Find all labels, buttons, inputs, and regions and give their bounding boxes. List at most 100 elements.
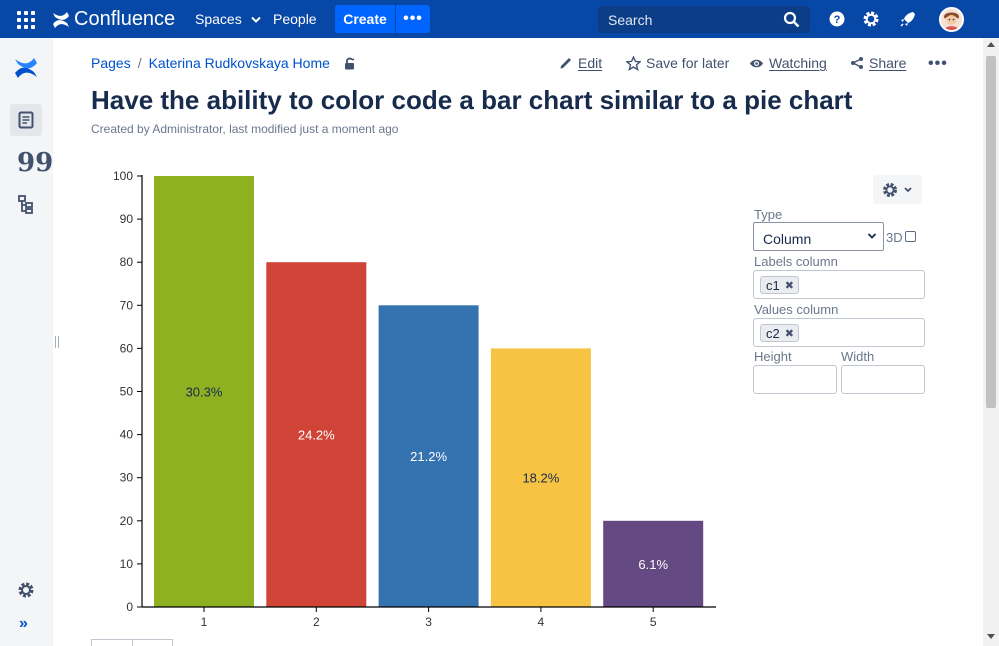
spaces-menu[interactable]: Spaces <box>195 11 261 27</box>
apps-grid-icon[interactable] <box>17 11 35 29</box>
save-for-later-label: Save for later <box>646 55 730 71</box>
labels-column-tag-text: c1 <box>766 277 780 293</box>
chart-bar <box>154 176 254 607</box>
y-tick-label: 40 <box>120 428 134 442</box>
y-tick-label: 100 <box>113 169 133 183</box>
svg-text:?: ? <box>834 14 841 26</box>
bar-data-label: 18.2% <box>522 471 559 486</box>
confluence-space-icon[interactable] <box>14 56 38 80</box>
remove-tag-icon[interactable]: ✖ <box>784 279 794 292</box>
bar-data-label: 24.2% <box>298 428 335 443</box>
y-tick-label: 50 <box>120 385 134 399</box>
search-placeholder: Search <box>608 11 653 28</box>
pencil-icon <box>560 58 571 69</box>
values-column-tag: c2 ✖ <box>760 324 799 342</box>
x-tick-label: 4 <box>538 615 545 629</box>
settings-icon[interactable] <box>862 10 880 28</box>
y-tick-label: 60 <box>120 341 134 355</box>
y-tick-label: 20 <box>120 514 134 528</box>
blog-quote-icon[interactable]: 99 <box>17 148 54 178</box>
chevron-down-icon <box>867 233 877 239</box>
x-tick-label: 2 <box>313 615 320 629</box>
y-tick-label: 30 <box>120 471 134 485</box>
spaces-label: Spaces <box>195 11 242 27</box>
save-for-later-button[interactable]: Save for later <box>626 55 729 71</box>
type-label: Type <box>754 207 783 222</box>
bar-data-label: 6.1% <box>638 557 668 572</box>
unlock-icon[interactable] <box>344 57 356 70</box>
remove-tag-icon[interactable]: ✖ <box>784 327 794 340</box>
scroll-up-arrow-icon[interactable] <box>987 42 995 47</box>
height-label: Height <box>754 349 792 364</box>
width-input[interactable] <box>841 365 925 394</box>
edit-label: Edit <box>578 55 603 71</box>
gear-icon <box>883 182 897 197</box>
help-icon[interactable]: ? <box>828 10 846 28</box>
left-sidebar: 99 » <box>0 38 53 646</box>
breadcrumb-pages[interactable]: Pages <box>91 55 131 71</box>
width-label: Width <box>841 349 875 364</box>
bar-data-label: 21.2% <box>410 449 447 464</box>
scroll-down-arrow-icon[interactable] <box>987 634 995 639</box>
confluence-logo[interactable]: Confluence <box>52 8 175 31</box>
y-tick-label: 0 <box>126 600 133 614</box>
share-icon <box>851 57 863 69</box>
chart-bar <box>378 305 479 607</box>
page-tree-icon[interactable] <box>18 195 34 215</box>
height-input[interactable] <box>753 365 837 394</box>
share-label: Share <box>869 55 907 71</box>
watching-button[interactable]: Watching <box>749 55 827 71</box>
expand-sidebar-button[interactable]: » <box>19 615 28 632</box>
breadcrumb-home[interactable]: Katerina Rudkovskaya Home <box>148 55 330 71</box>
x-tick-label: 5 <box>650 615 657 629</box>
y-tick-label: 70 <box>120 298 134 312</box>
create-more-button[interactable]: ••• <box>396 5 430 33</box>
y-tick-label: 80 <box>120 255 134 269</box>
pages-nav-button[interactable] <box>10 104 42 136</box>
brand-name: Confluence <box>74 8 176 30</box>
chart-type-value: Column <box>763 231 812 247</box>
labels-column-tag: c1 ✖ <box>760 276 799 294</box>
search-icon <box>783 11 800 28</box>
chevron-down-icon <box>904 186 912 192</box>
page-scrollbar[interactable] <box>983 38 999 646</box>
scroll-thumb[interactable] <box>986 56 996 408</box>
threed-checkbox[interactable] <box>905 231 916 242</box>
chevron-down-icon <box>250 16 261 23</box>
values-column-label: Values column <box>754 302 839 317</box>
labels-column-label: Labels column <box>754 254 838 269</box>
search-input[interactable]: Search <box>598 6 810 33</box>
eye-icon <box>750 59 763 67</box>
watching-label: Watching <box>769 55 827 71</box>
notifications-icon[interactable] <box>899 10 917 28</box>
space-settings-icon[interactable] <box>17 581 35 599</box>
chart-settings-button[interactable] <box>873 175 922 204</box>
star-icon <box>626 55 641 71</box>
page-title: Have the ability to color code a bar cha… <box>91 85 853 115</box>
x-tick-label: 3 <box>425 615 432 629</box>
breadcrumb-separator: / <box>137 55 142 71</box>
page-icon <box>18 111 34 129</box>
page-more-actions-button[interactable]: ••• <box>928 55 948 72</box>
y-tick-label: 10 <box>120 557 134 571</box>
avatar-face-icon <box>941 9 962 30</box>
bar-data-label: 30.3% <box>186 385 223 400</box>
people-link[interactable]: People <box>273 11 317 27</box>
threed-label: 3D <box>886 230 903 245</box>
chart-bar <box>603 520 704 607</box>
sidebar-resize-handle[interactable] <box>55 336 59 348</box>
edit-button[interactable]: Edit <box>559 55 602 71</box>
confluence-logo-icon <box>53 11 69 28</box>
avatar[interactable] <box>939 7 964 32</box>
create-button[interactable]: Create <box>335 5 395 33</box>
values-column-tag-text: c2 <box>766 325 780 341</box>
top-navigation: Confluence Spaces People Create ••• Sear… <box>0 0 999 38</box>
x-tick-label: 1 <box>201 615 208 629</box>
chart-type-select[interactable]: Column <box>753 222 884 251</box>
page-byline: Created by Administrator, last modified … <box>91 122 399 136</box>
table-toggle-tabs[interactable] <box>91 639 173 646</box>
values-column-input[interactable]: c2 ✖ <box>753 318 925 347</box>
chart-bar <box>266 262 367 607</box>
share-button[interactable]: Share <box>850 55 906 71</box>
labels-column-input[interactable]: c1 ✖ <box>753 270 925 299</box>
